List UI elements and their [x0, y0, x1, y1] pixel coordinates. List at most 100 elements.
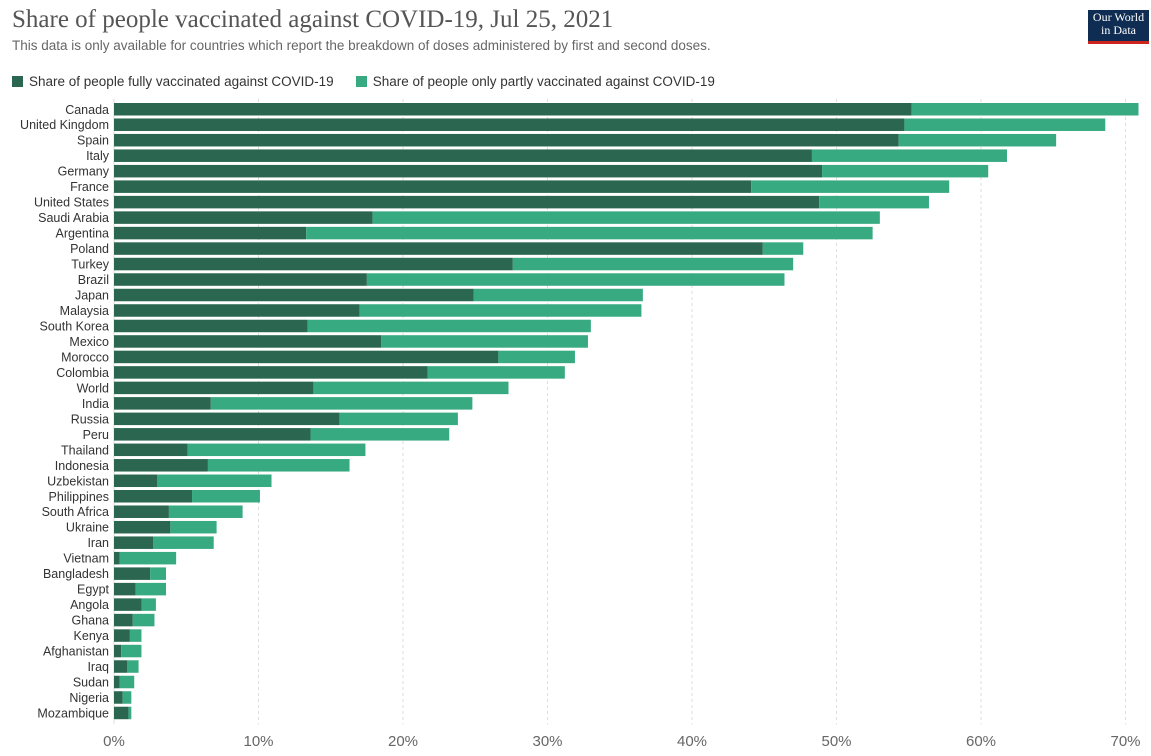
category-label: Vietnam — [63, 552, 109, 566]
bar-fully-vaccinated — [114, 288, 474, 302]
bar-partly-vaccinated — [366, 273, 785, 286]
bar-partly-vaccinated — [512, 257, 794, 271]
x-tick-label: 20% — [388, 733, 418, 750]
bar-fully-vaccinated — [114, 536, 154, 549]
bar-partly-vaccinated — [129, 629, 142, 642]
chart-title: Share of people vaccinated against COVID… — [12, 6, 614, 33]
bar-fully-vaccinated — [114, 567, 151, 580]
category-label: Mexico — [69, 335, 109, 349]
category-label: Morocco — [61, 350, 109, 364]
bar-partly-vaccinated — [904, 118, 1106, 131]
owid-logo[interactable]: Our World in Data — [1088, 10, 1149, 44]
bar-partly-vaccinated — [306, 226, 873, 240]
bar-partly-vaccinated — [427, 366, 565, 379]
bar-fully-vaccinated — [114, 211, 373, 224]
bar-partly-vaccinated — [372, 211, 880, 224]
category-label: Egypt — [77, 583, 109, 597]
bar-fully-vaccinated — [114, 490, 193, 503]
bar-fully-vaccinated — [114, 660, 128, 673]
logo-line-2: in Data — [1101, 23, 1136, 37]
bar-fully-vaccinated — [114, 257, 513, 271]
bar-partly-vaccinated — [822, 164, 989, 178]
legend-item-partly[interactable]: Share of people only partly vaccinated a… — [355, 74, 715, 89]
category-label: Malaysia — [60, 304, 109, 318]
bar-partly-vaccinated — [187, 443, 366, 457]
bar-fully-vaccinated — [114, 273, 367, 286]
bar-fully-vaccinated — [114, 335, 382, 348]
bar-fully-vaccinated — [114, 505, 169, 518]
bar-fully-vaccinated — [114, 350, 499, 364]
bar-fully-vaccinated — [114, 520, 171, 534]
bar-partly-vaccinated — [121, 644, 142, 658]
category-label: Iran — [87, 536, 109, 550]
bar-fully-vaccinated — [114, 582, 136, 596]
x-tick-label: 70% — [1110, 733, 1140, 750]
bar-partly-vaccinated — [359, 304, 642, 317]
category-label: Ghana — [71, 614, 109, 628]
bar-partly-vaccinated — [127, 660, 139, 673]
bar-partly-vaccinated — [473, 288, 643, 302]
bar-fully-vaccinated — [114, 613, 133, 627]
category-label: Germany — [58, 165, 110, 179]
bar-partly-vaccinated — [192, 490, 260, 503]
category-label: Canada — [65, 103, 109, 117]
bar-partly-vaccinated — [128, 706, 132, 720]
bar-fully-vaccinated — [114, 551, 120, 565]
category-label: Turkey — [71, 258, 109, 272]
category-label: United States — [34, 196, 109, 210]
bar-partly-vaccinated — [141, 598, 156, 611]
bar-partly-vaccinated — [751, 180, 950, 193]
category-label: South Korea — [40, 319, 110, 333]
category-label: Nigeria — [69, 691, 109, 705]
x-tick-label: 40% — [677, 733, 707, 750]
bar-partly-vaccinated — [898, 133, 1057, 147]
bar-partly-vaccinated — [153, 536, 214, 549]
bar-partly-vaccinated — [170, 520, 217, 534]
legend-label-fully: Share of people fully vaccinated against… — [29, 73, 334, 89]
bar-fully-vaccinated — [114, 706, 129, 720]
bar-fully-vaccinated — [114, 118, 905, 131]
bar-partly-vaccinated — [150, 567, 167, 580]
legend-item-fully[interactable]: Share of people fully vaccinated against… — [12, 74, 334, 89]
x-tick-label: 0% — [103, 733, 125, 750]
category-label: Uzbekistan — [47, 474, 109, 488]
category-label: Spain — [77, 134, 109, 148]
legend: Share of people fully vaccinated against… — [12, 73, 737, 89]
logo-line-1: Our World — [1092, 10, 1145, 24]
bar-fully-vaccinated — [114, 366, 428, 379]
category-label: Indonesia — [55, 459, 109, 473]
category-label: Brazil — [78, 273, 109, 287]
bar-fully-vaccinated — [114, 103, 912, 116]
bar-fully-vaccinated — [114, 443, 188, 457]
bar-fully-vaccinated — [114, 397, 211, 410]
category-label: South Africa — [42, 505, 109, 519]
bar-fully-vaccinated — [114, 459, 208, 472]
category-label: India — [82, 397, 109, 411]
category-label: Japan — [75, 289, 109, 303]
category-label: World — [77, 381, 109, 395]
bar-fully-vaccinated — [114, 428, 311, 441]
category-label: Angola — [70, 598, 109, 612]
category-label: Afghanistan — [43, 645, 109, 659]
legend-swatch-partly — [355, 75, 367, 87]
bar-fully-vaccinated — [114, 381, 314, 395]
bar-fully-vaccinated — [114, 226, 307, 240]
bar-fully-vaccinated — [114, 304, 360, 317]
bar-partly-vaccinated — [911, 103, 1139, 116]
bar-partly-vaccinated — [307, 319, 591, 333]
category-label: Mozambique — [37, 706, 109, 720]
bar-partly-vaccinated — [381, 335, 588, 348]
bar-partly-vaccinated — [135, 582, 167, 596]
category-label: Bangladesh — [43, 567, 109, 581]
bar-fully-vaccinated — [114, 412, 340, 426]
category-label: Italy — [86, 149, 110, 163]
chart-subtitle: This data is only available for countrie… — [12, 38, 711, 53]
category-label: Colombia — [56, 366, 109, 380]
bar-partly-vaccinated — [819, 195, 929, 209]
bar-partly-vaccinated — [122, 691, 132, 704]
category-label: Kenya — [74, 629, 109, 643]
bar-partly-vaccinated — [310, 428, 450, 441]
bar-partly-vaccinated — [168, 505, 243, 518]
x-tick-label: 10% — [243, 733, 273, 750]
